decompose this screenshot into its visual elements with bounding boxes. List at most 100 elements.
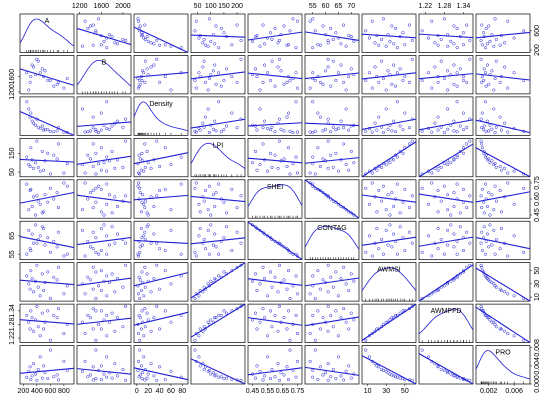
scatter-point [91, 287, 95, 291]
scatter-point [321, 24, 325, 28]
y-tick-label: 1.22 [9, 331, 16, 345]
scatter-point [48, 172, 52, 176]
scatter-point [410, 139, 414, 143]
scatter-point [155, 263, 159, 267]
scatter-point [62, 292, 66, 296]
scatter-point [28, 365, 32, 369]
scatter-point [203, 43, 208, 47]
panel-frame [190, 137, 246, 178]
scatter-point [40, 225, 44, 229]
y-tick-label: 0.75 [534, 176, 541, 190]
scatter-point [388, 39, 392, 43]
scatter-point [490, 69, 494, 73]
panel-frame [418, 262, 474, 302]
scatter-point [294, 100, 298, 104]
scatter-point [490, 159, 494, 163]
scatter-point [65, 284, 69, 288]
scatter-point [344, 107, 348, 111]
scatter-point [203, 247, 208, 251]
scatter-point [390, 191, 394, 195]
scatter-point [31, 241, 36, 245]
scatter-point [465, 126, 469, 130]
scatter-point [94, 236, 98, 240]
x-tick-label: 60 [322, 3, 330, 10]
scatter-point [115, 204, 120, 209]
scatter-point [420, 78, 424, 82]
scatter-point [163, 75, 167, 79]
scatter-point [446, 193, 450, 197]
scatter-point [452, 191, 456, 195]
scatter-point [273, 84, 277, 88]
fit-line [76, 317, 132, 325]
scatter-point [140, 200, 144, 204]
scatter-point [484, 130, 488, 134]
scatter-point [433, 65, 437, 69]
scatter-point [225, 124, 229, 128]
fit-line [19, 111, 75, 136]
scatter-point [461, 78, 466, 82]
scatter-point [364, 186, 368, 190]
scatter-point [384, 163, 388, 167]
scatter-point [485, 42, 489, 46]
scatter-point [375, 210, 379, 214]
scatter-point [110, 149, 114, 154]
density-curve [247, 184, 303, 207]
scatter-point [273, 153, 277, 157]
scatter-point [80, 208, 84, 212]
scatter-point [219, 313, 223, 317]
scatter-point [86, 26, 90, 30]
scatter-point [94, 151, 98, 155]
scatter-point [169, 228, 173, 232]
scatter-point [326, 38, 330, 42]
fit-line [133, 194, 189, 201]
scatter-point [88, 24, 93, 28]
scatter-point [324, 127, 328, 131]
fit-line [19, 319, 75, 325]
scatter-point [499, 128, 503, 132]
y-tick-label: 200 [534, 44, 541, 56]
scatter-point [55, 373, 59, 377]
scatter-point [55, 129, 59, 133]
panel-frame [247, 220, 303, 261]
panel-frame [475, 13, 531, 53]
scatter-point [99, 146, 103, 150]
scatter-point [255, 364, 259, 368]
fit-line [190, 262, 246, 299]
scatter-point [430, 171, 434, 175]
scatter-point [480, 146, 484, 150]
scatter-point [124, 194, 128, 198]
scatter-point [46, 309, 50, 313]
scatter-point [313, 172, 317, 176]
scatter-point [258, 163, 262, 167]
scatter-point [214, 191, 218, 195]
scatter-point [155, 194, 159, 198]
scatter-point [80, 320, 84, 324]
scatter-point [375, 168, 379, 172]
y-tick-label: 0.008 [534, 339, 541, 357]
scatter-point [436, 80, 440, 84]
scatter-point [506, 292, 510, 296]
scatter-point [163, 146, 167, 150]
scatter-point [143, 142, 147, 146]
scatter-point [65, 76, 69, 81]
scatter-point [352, 161, 356, 165]
scatter-point [31, 290, 36, 294]
scatter-point [336, 334, 340, 338]
scatter-point [439, 367, 443, 372]
scatter-point [285, 115, 289, 119]
scatter-point [201, 65, 205, 69]
scatter-point [288, 296, 292, 301]
scatter-point [277, 263, 282, 267]
scatter-point [390, 245, 394, 249]
scatter-point [169, 320, 173, 324]
scatter-point [105, 182, 109, 186]
panel-frame [418, 179, 474, 219]
scatter-point [488, 161, 492, 165]
panel-frame [76, 96, 132, 136]
scatter-point [235, 80, 239, 84]
scatter-point [512, 234, 516, 238]
panel-frame [304, 55, 360, 95]
scatter-point [158, 287, 162, 291]
scatter-point [483, 100, 488, 104]
fit-line [418, 33, 474, 39]
